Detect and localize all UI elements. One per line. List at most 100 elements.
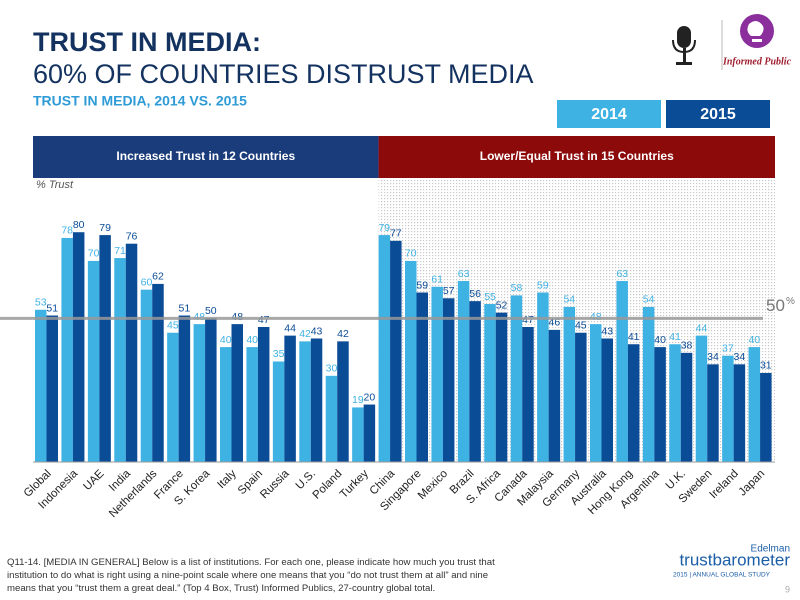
study: 2015 | ANNUAL GLOBAL STUDY	[673, 572, 771, 579]
subtitle: TRUST IN MEDIA, 2014 VS. 2015	[33, 93, 247, 109]
data-label: 42	[337, 328, 349, 340]
data-label: 54	[563, 294, 575, 306]
bar	[405, 260, 417, 462]
bar	[114, 258, 126, 462]
data-label: 19	[352, 394, 364, 406]
brand: Edelman	[751, 544, 790, 555]
group-label: Lower/Equal Trust in 15 Countries	[480, 149, 674, 163]
bar	[152, 283, 164, 462]
data-label: 51	[46, 302, 58, 314]
data-label: 45	[167, 320, 179, 332]
data-label: 55	[484, 291, 496, 303]
data-label: 34	[734, 351, 746, 363]
data-label: 37	[722, 343, 734, 355]
page-number: 9	[785, 584, 790, 594]
bar	[548, 329, 561, 462]
bar	[733, 364, 746, 462]
bar	[680, 352, 693, 462]
bar	[378, 235, 391, 462]
bar	[205, 318, 217, 462]
data-label: 45	[575, 320, 587, 332]
bar	[337, 341, 349, 462]
bar	[601, 338, 613, 462]
data-label: 79	[99, 222, 111, 234]
bar	[72, 232, 85, 462]
data-label: 30	[326, 363, 338, 375]
logo: trustbarometer	[679, 550, 790, 569]
data-label: 51	[179, 302, 191, 314]
data-label: 31	[760, 360, 772, 372]
bar	[310, 338, 323, 462]
data-label: 80	[73, 219, 85, 231]
bar	[352, 407, 364, 462]
data-label: 61	[431, 274, 443, 286]
bulb-icon	[747, 20, 764, 42]
data-label: 56	[469, 288, 481, 300]
bar	[431, 286, 443, 462]
x-tick-label: Japan	[737, 468, 768, 499]
data-label: 77	[390, 228, 402, 240]
data-label: 44	[284, 322, 296, 334]
bar	[654, 347, 666, 462]
bar	[167, 332, 179, 462]
data-label: 58	[511, 282, 523, 294]
data-label: 52	[496, 299, 508, 311]
x-tick-label: UAE	[81, 468, 106, 493]
data-label: 44	[696, 322, 708, 334]
bar	[748, 347, 761, 462]
data-label: 40	[220, 334, 232, 346]
legend-label: 2015	[700, 106, 736, 123]
data-label: 57	[443, 285, 455, 297]
data-label: 42	[299, 328, 311, 340]
data-label: 43	[311, 325, 323, 337]
bar	[563, 306, 576, 462]
data-label: 63	[458, 268, 470, 280]
data-label: 59	[416, 279, 428, 291]
bar	[695, 335, 708, 462]
data-label: 59	[537, 279, 549, 291]
y-axis-label: % Trust	[36, 179, 74, 191]
bar	[178, 315, 191, 462]
legend-label: 2014	[591, 106, 627, 123]
bar	[495, 312, 508, 462]
data-label: 79	[378, 222, 390, 234]
data-label: 40	[748, 334, 760, 346]
data-label: 78	[61, 225, 73, 237]
bar	[522, 327, 534, 462]
bar	[284, 335, 296, 462]
bar	[363, 404, 376, 462]
bar	[61, 237, 73, 462]
data-label: 40	[654, 334, 666, 346]
group-band	[378, 136, 775, 178]
data-label: 70	[405, 248, 417, 260]
data-label: 62	[152, 271, 164, 283]
bar	[575, 332, 587, 462]
bar	[457, 281, 470, 462]
x-tick-label: Turkey	[338, 468, 371, 501]
bar	[760, 372, 772, 462]
bar	[627, 344, 640, 462]
data-label: 50	[205, 305, 217, 317]
data-label: 60	[141, 276, 153, 288]
footnote: Q11-14. [MEDIA IN GENERAL] Below is a li…	[7, 557, 495, 594]
data-label: 71	[114, 245, 126, 257]
bar	[46, 315, 58, 462]
badge-text: Informed Public	[722, 56, 792, 67]
x-tick-label: Mexico	[416, 468, 450, 502]
reference-label: 50	[766, 296, 785, 315]
bar	[257, 327, 270, 462]
data-label: 34	[707, 351, 719, 363]
data-label: 53	[35, 297, 47, 309]
bar	[193, 324, 206, 462]
data-label: 54	[643, 294, 655, 306]
legend-swatch	[666, 100, 770, 128]
data-label: 76	[126, 230, 138, 242]
bar	[642, 306, 655, 462]
bar	[272, 361, 285, 462]
bar	[484, 304, 496, 462]
bar	[537, 292, 549, 462]
bar	[707, 364, 719, 462]
legend-swatch	[557, 100, 661, 128]
